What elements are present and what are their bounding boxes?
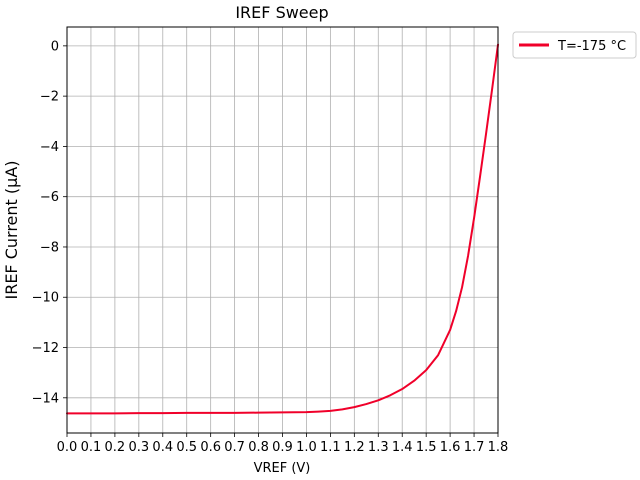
x-tick-label: 0.3 <box>128 440 149 455</box>
x-tick-label: 0.2 <box>105 440 126 455</box>
x-tick-label: 1.7 <box>464 440 485 455</box>
x-tick-label: 1.2 <box>344 440 365 455</box>
x-tick-label: 1.0 <box>296 440 317 455</box>
x-tick-label: 0.6 <box>200 440 221 455</box>
legend: T=-175 °C <box>513 32 636 58</box>
x-tick-label: 0.8 <box>248 440 269 455</box>
x-tick-label: 0.0 <box>57 440 78 455</box>
legend-entry-label: T=-175 °C <box>557 39 626 54</box>
y-tick-label: −12 <box>32 341 59 356</box>
x-tick-label: 1.6 <box>440 440 461 455</box>
y-tick-label: −6 <box>40 190 59 205</box>
x-axis-label: VREF (V) <box>254 461 311 476</box>
y-axis-label: IREF Current (µA) <box>2 160 21 299</box>
x-tick-label: 1.4 <box>392 440 413 455</box>
y-tick-label: −8 <box>40 240 59 255</box>
y-tick-label: −14 <box>32 391 59 406</box>
y-tick-label: −2 <box>40 90 59 105</box>
x-tick-label: 0.7 <box>224 440 245 455</box>
y-tick-label: −10 <box>32 291 59 306</box>
x-tick-label: 1.5 <box>416 440 437 455</box>
y-tick-label: −4 <box>40 140 59 155</box>
y-tick-label: 0 <box>51 39 59 54</box>
x-tick-label: 1.3 <box>368 440 389 455</box>
x-tick-label: 1.8 <box>488 440 509 455</box>
x-tick-label: 0.4 <box>152 440 173 455</box>
x-tick-label: 0.5 <box>176 440 197 455</box>
chart-title: IREF Sweep <box>235 3 328 22</box>
x-tick-label: 0.1 <box>81 440 102 455</box>
x-tick-label: 0.9 <box>272 440 293 455</box>
x-tick-label: 1.1 <box>320 440 341 455</box>
